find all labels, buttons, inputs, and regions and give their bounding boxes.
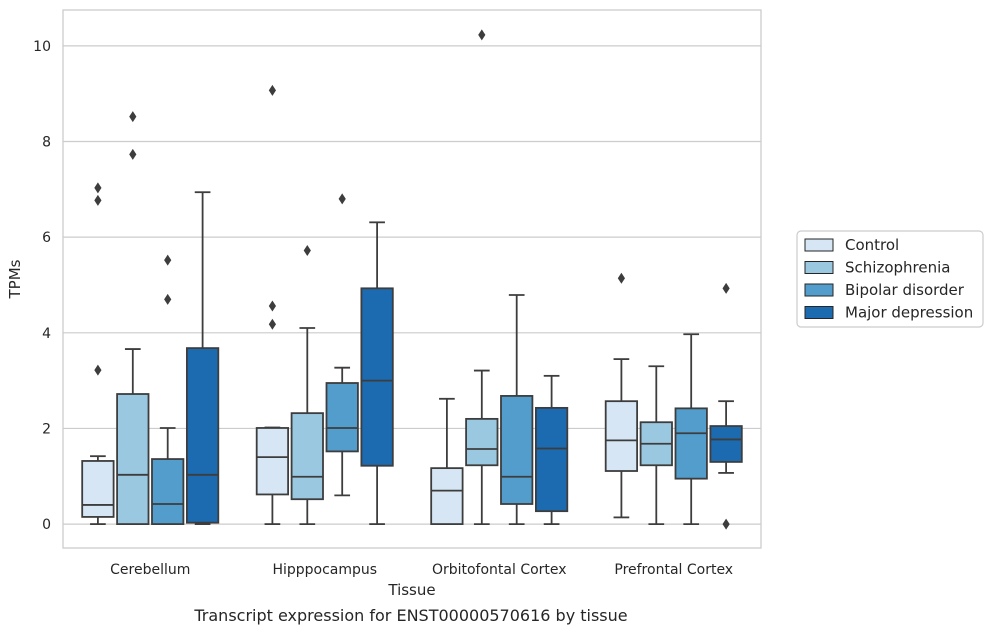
box-3-1 [639,365,673,525]
box-0-3 [185,191,220,525]
box-3-2 [674,333,708,525]
x-axis-title: Tissue [387,581,435,599]
box-1-0 [255,84,290,525]
outlier-point [164,254,172,266]
box-2-2 [500,294,534,525]
box-0-2 [151,254,185,525]
outlier-point [268,84,276,96]
legend-swatch [804,306,834,319]
box-3-3 [709,282,743,530]
outlier-point [94,364,102,376]
box-2-3 [534,374,569,525]
y-axis-ticks: 0 2 4 6 8 10 [33,39,51,533]
outlier-point [617,272,625,284]
outlier-point [129,111,137,123]
box-groups [81,29,743,530]
outlier-point [303,245,311,257]
outlier-point [94,194,102,206]
x-tick-label: Hipppocampus [272,562,377,578]
outlier-point [722,518,730,530]
box-0-1 [116,111,150,525]
y-tick-label: 8 [42,135,51,151]
y-axis-title: TPMs [6,259,24,299]
box-0-0 [81,182,115,525]
iqr-box [325,382,359,453]
outlier-point [478,29,486,41]
iqr-box [185,347,220,524]
box-1-1 [290,245,324,525]
iqr-box [430,467,464,525]
x-tick-label: Orbitofontal Cortex [432,562,567,578]
box-1-2 [325,193,359,497]
y-tick-label: 2 [42,421,51,437]
iqr-box [500,395,534,505]
iqr-box [255,427,290,496]
iqr-box [534,406,569,513]
legend-swatch [804,283,834,297]
legend-label: Major depression [845,304,973,322]
chart-caption: Transcript expression for ENST0000057061… [193,606,627,625]
legend-swatch [804,238,834,252]
iqr-box [290,412,324,501]
x-tick-label: Cerebellum [110,562,190,578]
x-tick-label: Prefrontal Cortex [614,562,733,578]
y-tick-label: 6 [42,230,51,246]
x-axis-ticks: Cerebellum Hipppocampus Orbitofontal Corte… [110,562,733,578]
outlier-point [722,282,730,294]
y-tick-label: 10 [33,39,51,55]
iqr-box [674,407,708,480]
y-tick-label: 4 [42,326,51,342]
iqr-box [709,425,743,463]
box-3-0 [604,272,639,519]
box-1-3 [360,221,394,525]
legend-swatch [804,261,834,274]
outlier-point [94,182,102,194]
y-tick-label: 0 [42,517,51,533]
outlier-point [338,193,346,205]
box-2-0 [430,397,464,525]
legend-label: Bipolar disorder [845,281,965,299]
iqr-box [360,287,394,467]
outlier-point [129,148,137,160]
outlier-point [268,318,276,330]
iqr-box [151,458,185,525]
iqr-box [604,400,639,472]
outlier-point [164,293,172,305]
legend: Control Schizophrenia Bipolar disorder Majo… [796,230,984,328]
legend-label: Schizophrenia [845,259,950,277]
legend-label: Control [845,236,899,254]
iqr-box [465,417,499,467]
box-2-1 [465,29,499,525]
plot-area-frame [62,9,762,549]
iqr-box [81,460,115,518]
outlier-point [268,300,276,312]
legend-frame [796,230,984,328]
iqr-box [116,393,150,525]
grid-lines [63,45,761,525]
